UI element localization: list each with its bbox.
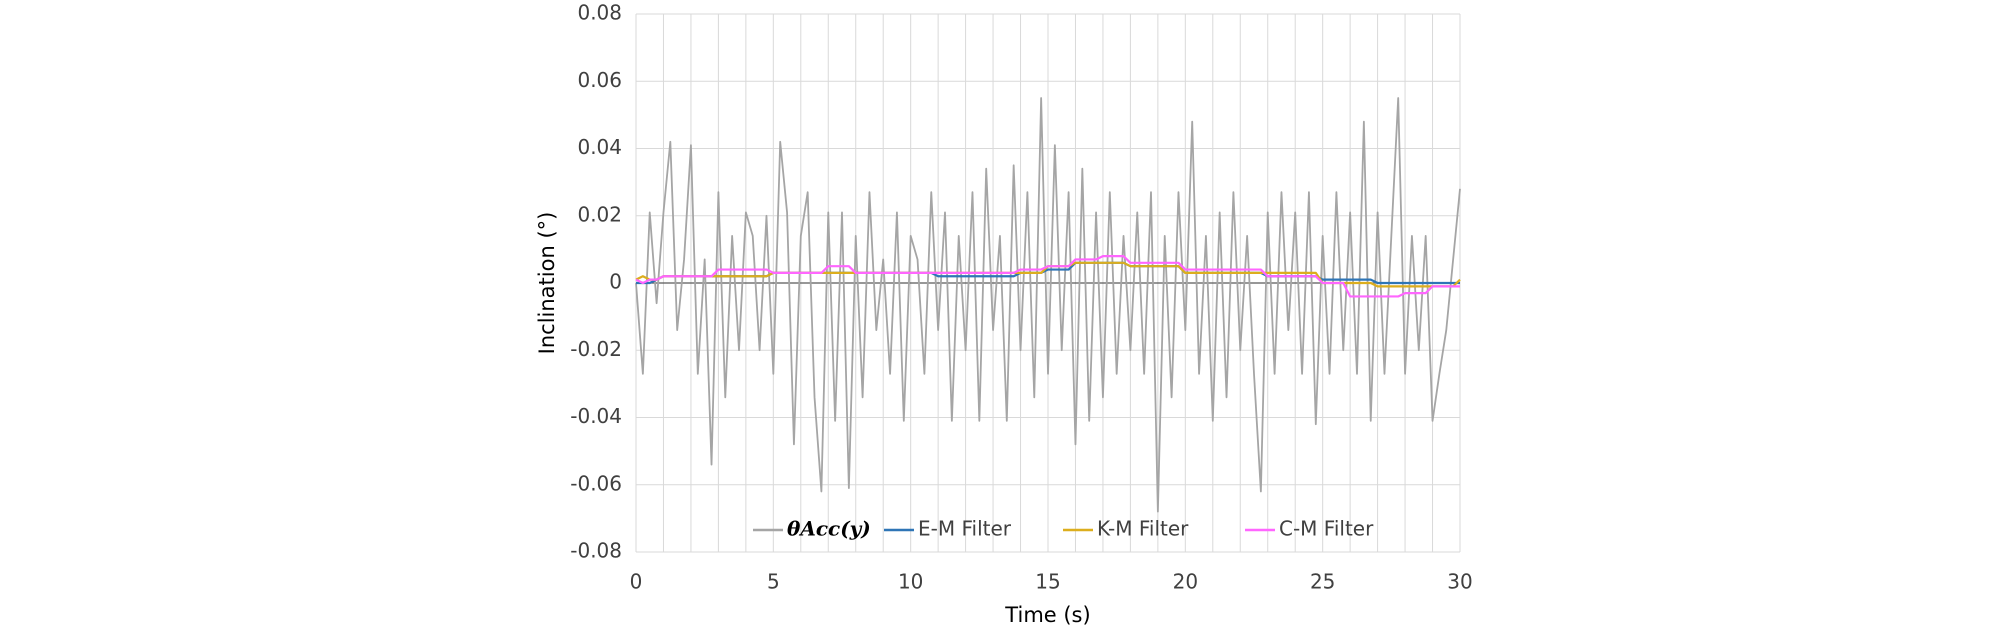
y-tick-label: 0 (609, 270, 622, 294)
legend-item: E-M Filter (884, 517, 1012, 541)
y-tick-label: 0.08 (577, 1, 622, 25)
y-tick-label: 0.06 (577, 68, 622, 92)
legend-label: K-M Filter (1097, 517, 1189, 541)
x-tick-label: 20 (1173, 570, 1198, 594)
x-tick-label: 5 (767, 570, 780, 594)
y-tick-label: -0.02 (570, 337, 622, 361)
y-tick-label: -0.04 (570, 404, 622, 428)
y-tick-label: 0.02 (577, 202, 622, 226)
x-tick-label: 15 (1035, 570, 1060, 594)
legend-label: θAcc(y) (787, 517, 871, 541)
legend-item: C-M Filter (1245, 517, 1374, 541)
y-tick-label: -0.06 (570, 471, 622, 495)
y-tick-label: -0.08 (570, 539, 622, 563)
x-tick-label: 30 (1447, 570, 1472, 594)
legend-item: K-M Filter (1063, 517, 1189, 541)
legend-label: C-M Filter (1279, 517, 1374, 541)
data-line (635, 255, 1460, 298)
y-axis-title: Inclination (°) (535, 212, 559, 355)
x-tick-label: 10 (898, 570, 923, 594)
y-tick-label: 0.04 (577, 135, 622, 159)
x-axis-title: Time (s) (1004, 603, 1090, 627)
legend-label: E-M Filter (918, 517, 1012, 541)
data-line (635, 97, 1461, 513)
x-tick-label: 25 (1310, 570, 1335, 594)
x-tick-label: 0 (630, 570, 643, 594)
legend-item: θAcc(y) (753, 517, 871, 541)
